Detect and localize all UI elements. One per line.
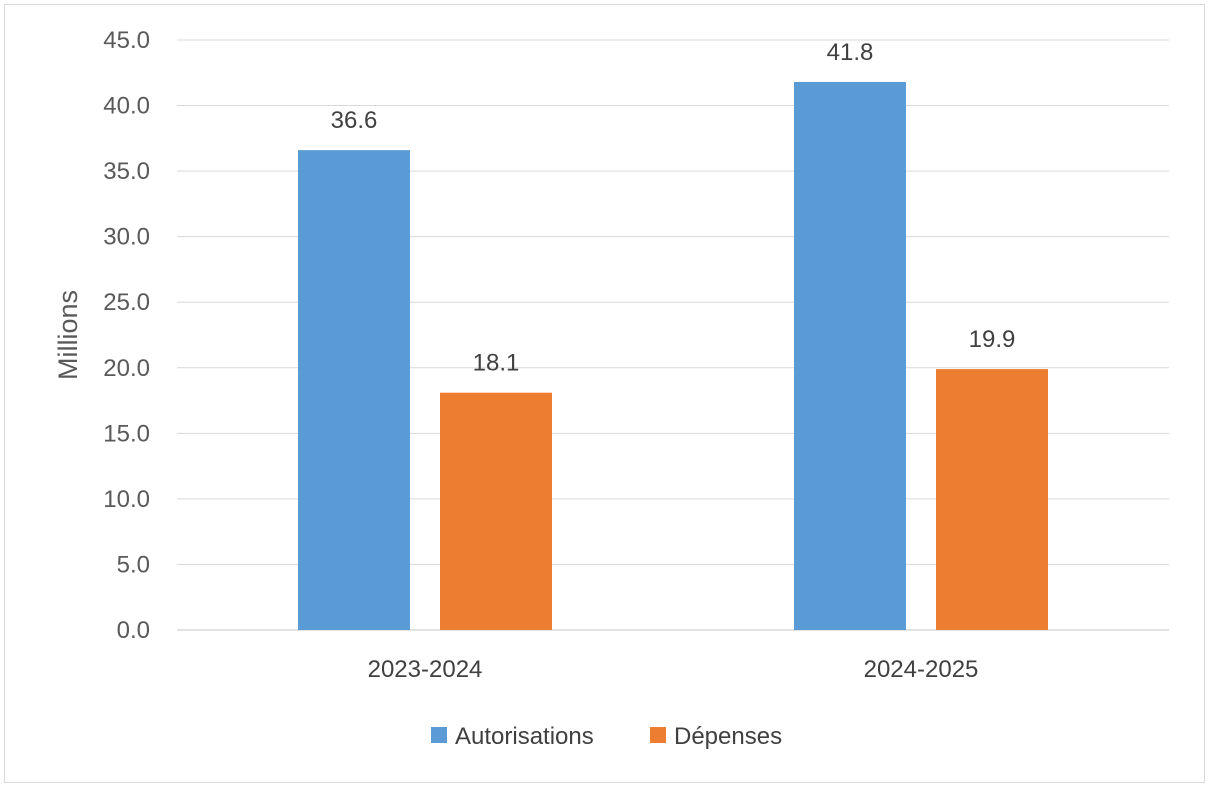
data-label: 36.6 [331, 107, 378, 134]
y-tick-label: 0.0 [117, 617, 150, 644]
y-tick-label: 5.0 [117, 551, 150, 578]
x-tick-label: 2024-2025 [864, 656, 979, 683]
y-tick-label: 45.0 [103, 27, 150, 54]
y-tick-label: 15.0 [103, 420, 150, 447]
bars [298, 81, 1048, 630]
legend-label: Autorisations [455, 723, 594, 750]
y-tick-label: 40.0 [103, 93, 150, 120]
legend-swatch-autorisations [431, 727, 447, 743]
y-tick-label: 10.0 [103, 486, 150, 513]
bar-d-penses-2024-2025 [936, 369, 1048, 630]
legend-swatch-d-penses [650, 727, 666, 743]
y-tick-label: 35.0 [103, 158, 150, 185]
y-tick-label: 30.0 [103, 224, 150, 251]
bar-autorisations-2023-2024 [298, 150, 410, 630]
y-axis-ticks: 0.0 5.0 10.0 15.0 20.0 25.0 30.0 35.0 40.0 45.0 [103, 27, 150, 644]
data-labels: 36.6 18.1 41.8 19.9 [331, 39, 1016, 377]
legend: Autorisations Dépenses [431, 723, 782, 750]
legend-label: Dépenses [674, 723, 782, 750]
bar-d-penses-2023-2024 [440, 392, 552, 630]
x-tick-label: 2023-2024 [368, 656, 483, 683]
data-label: 18.1 [473, 350, 520, 377]
data-label: 41.8 [827, 39, 874, 66]
y-axis-title: Millions [53, 290, 83, 380]
data-label: 19.9 [969, 326, 1016, 353]
y-tick-label: 20.0 [103, 355, 150, 382]
bar-autorisations-2024-2025 [794, 81, 906, 630]
x-axis-ticks: 2023-2024 2024-2025 [368, 656, 979, 683]
y-tick-label: 25.0 [103, 289, 150, 316]
